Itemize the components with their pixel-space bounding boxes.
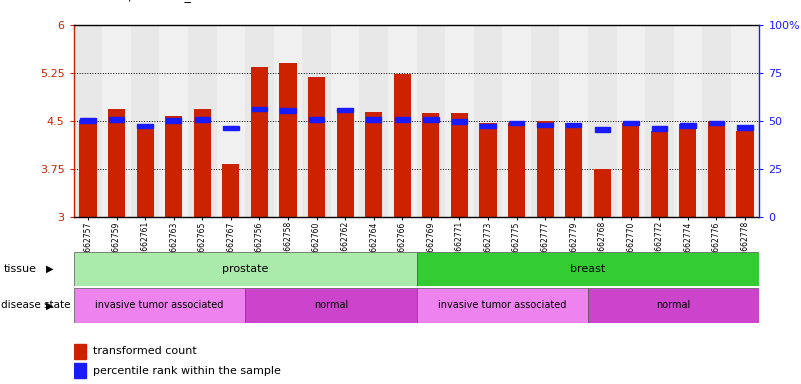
Bar <box>159 25 188 217</box>
Bar <box>451 113 468 217</box>
Bar <box>709 121 724 125</box>
Bar <box>131 25 159 217</box>
Bar <box>680 123 695 128</box>
Text: normal: normal <box>657 300 690 310</box>
Bar <box>395 118 410 122</box>
Bar <box>559 25 588 217</box>
Bar <box>252 107 267 111</box>
Bar <box>622 123 639 217</box>
Bar <box>195 118 210 122</box>
Bar <box>194 109 211 217</box>
Bar <box>222 164 239 217</box>
Bar <box>479 123 497 217</box>
Bar <box>731 25 759 217</box>
Bar <box>702 25 731 217</box>
Bar <box>74 344 86 359</box>
Bar <box>280 63 296 217</box>
Bar <box>417 288 588 323</box>
Bar <box>502 25 531 217</box>
Bar <box>309 118 324 122</box>
Text: invasive tumor associated: invasive tumor associated <box>95 300 223 310</box>
Bar <box>623 121 638 125</box>
Bar <box>109 118 124 122</box>
Bar <box>337 108 352 113</box>
Bar <box>245 288 417 323</box>
Text: breast: breast <box>570 264 606 274</box>
Text: tissue: tissue <box>4 264 37 274</box>
Bar <box>645 25 674 217</box>
Bar <box>388 25 417 217</box>
Text: normal: normal <box>314 300 348 310</box>
Bar <box>103 25 131 217</box>
Bar <box>423 118 438 122</box>
Bar <box>365 112 382 217</box>
Bar <box>473 25 502 217</box>
Bar <box>166 118 181 122</box>
Bar <box>331 25 360 217</box>
Bar <box>674 25 702 217</box>
Bar <box>216 25 245 217</box>
Bar <box>537 121 553 217</box>
Bar <box>594 127 610 132</box>
Bar <box>445 25 473 217</box>
Bar <box>74 252 417 286</box>
Bar <box>336 113 354 217</box>
Bar <box>452 119 467 124</box>
Bar <box>509 121 524 125</box>
Bar <box>508 123 525 217</box>
Bar <box>679 124 697 217</box>
Bar <box>566 122 582 127</box>
Bar <box>223 126 239 130</box>
Bar <box>422 113 440 217</box>
Bar <box>588 25 617 217</box>
Bar <box>565 123 582 217</box>
Bar <box>280 109 296 113</box>
Bar <box>251 66 268 217</box>
Bar <box>138 124 153 128</box>
Bar <box>617 25 645 217</box>
Bar <box>188 25 216 217</box>
Bar <box>302 25 331 217</box>
Text: invasive tumor associated: invasive tumor associated <box>438 300 566 310</box>
Bar <box>417 25 445 217</box>
Bar <box>360 25 388 217</box>
Bar <box>738 125 753 130</box>
Bar <box>594 169 611 217</box>
Text: transformed count: transformed count <box>93 346 196 356</box>
Bar <box>308 77 325 217</box>
Text: GDS4114 / 239563_at: GDS4114 / 239563_at <box>66 0 203 2</box>
Bar <box>481 124 496 128</box>
Bar <box>417 252 759 286</box>
Bar <box>165 116 183 217</box>
Bar <box>393 74 411 217</box>
Text: ▶: ▶ <box>46 264 54 274</box>
Bar <box>74 288 245 323</box>
Bar <box>79 120 97 217</box>
Text: ▶: ▶ <box>46 300 54 310</box>
Bar <box>708 121 725 217</box>
Bar <box>274 25 302 217</box>
Bar <box>652 126 667 131</box>
Bar <box>108 109 125 217</box>
Text: disease state: disease state <box>1 300 70 310</box>
Bar <box>736 131 754 217</box>
Bar <box>74 363 86 378</box>
Bar <box>245 25 274 217</box>
Bar <box>537 122 553 127</box>
Text: percentile rank within the sample: percentile rank within the sample <box>93 366 280 376</box>
Bar <box>74 25 103 217</box>
Bar <box>136 126 154 217</box>
Bar <box>531 25 559 217</box>
Bar <box>588 288 759 323</box>
Bar <box>366 118 381 122</box>
Bar <box>650 131 668 217</box>
Text: prostate: prostate <box>222 264 268 274</box>
Bar <box>80 118 95 122</box>
